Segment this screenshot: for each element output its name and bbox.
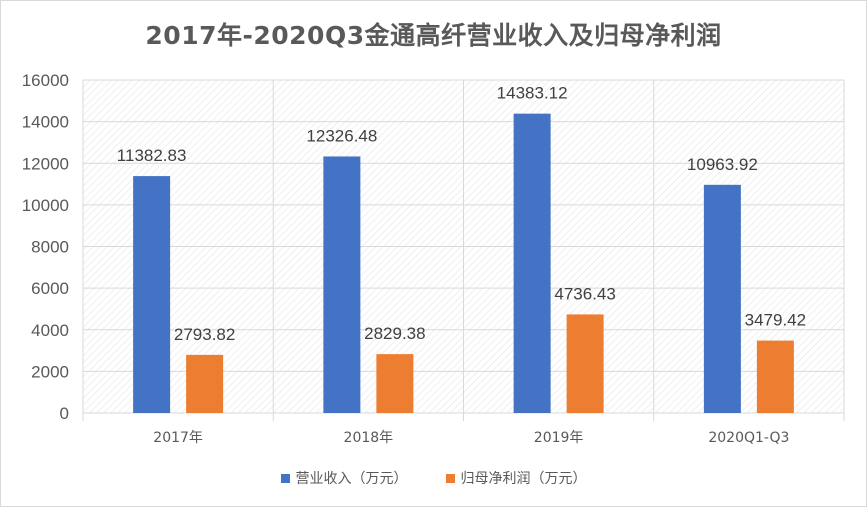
data-label-revenue: 14383.12 [497,84,568,103]
legend-item-net-profit: 归母净利润（万元） [445,468,587,488]
y-tick-label: 4000 [31,321,69,340]
legend: 营业收入（万元） 归母净利润（万元） [0,468,867,488]
data-label-net-profit: 2829.38 [364,324,425,343]
y-tick-label: 10000 [22,196,69,215]
data-label-net-profit: 2793.82 [174,325,235,344]
y-tick-label: 8000 [31,238,69,257]
legend-item-revenue: 营业收入（万元） [280,468,408,488]
bar-revenue [323,156,361,413]
bar-net-profit [566,314,604,413]
bar-net-profit [756,340,794,413]
bar-revenue [703,184,741,413]
data-label-revenue: 11382.83 [117,146,187,165]
legend-label-revenue: 营业收入（万元） [295,471,408,487]
x-tick-label: 2017年 [153,430,203,446]
x-tick-label: 2019年 [534,430,584,446]
bar-revenue [513,113,551,414]
legend-swatch-revenue [280,473,290,483]
legend-label-net-profit: 归母净利润（万元） [460,471,587,487]
y-tick-label: 14000 [22,113,69,132]
chart-title: 2017年-2020Q3金通高纤营业收入及归母净利润 [145,21,722,50]
data-label-revenue: 10963.92 [687,155,758,174]
x-axis-ticks: 2017年 2018年 2019年 2020Q1-Q3 [153,430,789,446]
y-axis-ticks: 0 2000 4000 6000 8000 10000 12000 14000 16000 [22,71,69,423]
y-tick-label: 16000 [22,71,69,90]
y-tick-label: 0 [60,404,69,423]
y-tick-label: 12000 [22,154,69,173]
bar-net-profit [186,354,224,413]
bars [133,113,794,414]
x-tick-label: 2020Q1-Q3 [708,430,789,446]
data-label-revenue: 12326.48 [306,126,377,145]
bar-revenue [133,176,171,413]
y-tick-label: 6000 [31,279,69,298]
x-tick-label: 2018年 [344,430,394,446]
y-tick-label: 2000 [31,362,69,381]
data-label-net-profit: 3479.42 [745,311,806,330]
legend-swatch-net-profit [445,473,455,483]
data-labels: 11382.83 2793.82 12326.48 2829.38 14383.12 47… [117,84,806,344]
data-label-net-profit: 4736.43 [554,284,615,303]
bar-net-profit [376,354,414,413]
